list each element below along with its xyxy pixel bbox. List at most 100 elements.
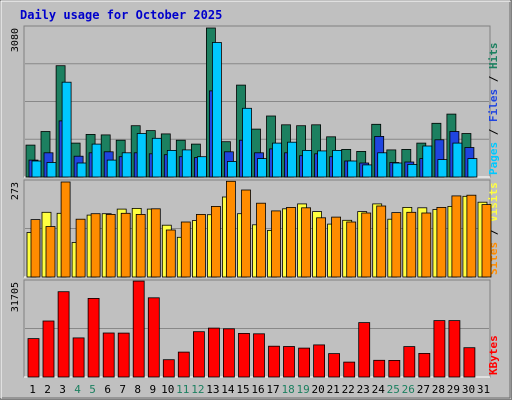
x-tick-label-day-6: 6 <box>104 383 111 396</box>
x-tick-label-day-24: 24 <box>372 383 386 396</box>
x-tick-label-day-18: 18 <box>281 383 294 396</box>
bar-visits-sites-day-6 <box>105 213 116 278</box>
bar-kbytes-kbytes-day-26 <box>403 346 416 378</box>
x-tick-label-day-4: 4 <box>74 383 81 396</box>
legend-part-hits-2: Files <box>487 89 500 122</box>
bar-kbytes-kbytes-day-24 <box>373 359 386 378</box>
bar-visits-sites-day-16 <box>256 202 266 278</box>
bar-visits-sites-day-2 <box>45 226 56 278</box>
bar-kbytes-kbytes-day-29 <box>448 320 461 378</box>
x-tick-label-day-9: 9 <box>149 383 156 396</box>
x-tick-label-day-7: 7 <box>119 383 126 396</box>
bar-hits-pages-day-17 <box>272 142 282 178</box>
x-tick-label-day-21: 21 <box>327 383 340 396</box>
chart-title: Daily usage for October 2025 <box>20 8 222 22</box>
bar-hits-pages-day-28 <box>437 159 448 178</box>
bar-kbytes-kbytes-day-6 <box>102 332 115 378</box>
bar-visits-sites-day-24 <box>376 205 387 278</box>
x-tick-label-day-13: 13 <box>206 383 219 396</box>
bar-kbytes-kbytes-day-12 <box>192 331 205 378</box>
bar-hits-pages-day-24 <box>377 152 388 178</box>
bar-visits-sites-day-5 <box>90 213 101 278</box>
x-tick-label-day-8: 8 <box>134 383 141 396</box>
x-tick-label-day-5: 5 <box>89 383 96 396</box>
bar-hits-pages-day-15 <box>242 107 252 178</box>
bar-kbytes-kbytes-day-27 <box>418 352 431 378</box>
legend-part-hits-0: Pages <box>487 142 500 175</box>
bar-kbytes-kbytes-day-25 <box>388 359 401 378</box>
x-tick-label-day-31: 31 <box>477 383 490 396</box>
bar-kbytes-kbytes-day-13 <box>207 327 220 378</box>
legend-hits: Pages / Files / Hits <box>487 43 500 176</box>
bar-hits-pages-day-22 <box>347 160 358 178</box>
x-tick-label-day-27: 27 <box>417 383 430 396</box>
bar-visits-sites-day-10 <box>165 229 176 278</box>
bar-visits-sites-day-9 <box>150 208 161 278</box>
bar-visits-sites-day-22 <box>346 221 357 278</box>
legend-part-hits-4: Hits <box>487 43 500 70</box>
bar-visits-sites-day-15 <box>241 189 251 278</box>
bar-visits-sites-day-20 <box>316 217 327 278</box>
bar-kbytes-kbytes-day-21 <box>328 353 341 378</box>
legend-kbytes: KBytes <box>487 335 500 375</box>
bar-visits-sites-day-31 <box>481 204 492 278</box>
y-max-label-visits: 273 <box>10 182 21 200</box>
x-tick-label-day-11: 11 <box>176 383 189 396</box>
bar-hits-pages-day-3 <box>61 81 72 178</box>
bar-visits-sites-day-13 <box>210 205 221 278</box>
bar-hits-pages-day-7 <box>121 152 132 178</box>
x-tick-label-day-29: 29 <box>447 383 460 396</box>
bar-visits-sites-day-25 <box>391 212 402 278</box>
x-tick-label-day-15: 15 <box>236 383 249 396</box>
bar-hits-pages-day-26 <box>407 163 418 178</box>
x-tick-label-day-30: 30 <box>462 383 475 396</box>
bar-hits-pages-day-2 <box>46 162 57 178</box>
bar-visits-sites-day-17 <box>271 210 281 278</box>
bar-hits-pages-day-5 <box>91 143 102 178</box>
bar-kbytes-kbytes-day-19 <box>298 347 311 378</box>
x-tick-label-day-19: 19 <box>296 383 309 396</box>
x-tick-label-day-28: 28 <box>432 383 445 396</box>
bar-hits-pages-day-11 <box>181 149 192 178</box>
bar-kbytes-kbytes-day-14 <box>222 328 235 378</box>
x-tick-label-day-17: 17 <box>266 383 279 396</box>
bar-kbytes-kbytes-day-3 <box>57 291 70 378</box>
bar-hits-pages-day-25 <box>392 162 403 178</box>
x-tick-label-day-3: 3 <box>59 383 66 396</box>
bar-kbytes-kbytes-day-1 <box>27 338 40 378</box>
bar-visits-sites-day-1 <box>30 219 41 278</box>
bar-visits-sites-day-7 <box>120 212 131 278</box>
bar-visits-sites-day-12 <box>195 213 206 278</box>
bar-kbytes-kbytes-day-7 <box>117 332 130 378</box>
bar-visits-sites-day-30 <box>466 194 477 278</box>
bar-visits-sites-day-23 <box>361 212 372 278</box>
x-tick-label-day-2: 2 <box>44 383 51 396</box>
bar-hits-pages-day-23 <box>362 164 373 178</box>
x-tick-label-day-14: 14 <box>221 383 235 396</box>
bar-kbytes-kbytes-day-2 <box>42 320 55 378</box>
x-tick-label-day-22: 22 <box>342 383 355 396</box>
bar-hits-pages-day-9 <box>151 137 162 178</box>
bar-hits-pages-day-16 <box>257 158 267 178</box>
bar-kbytes-kbytes-day-28 <box>433 320 446 378</box>
bar-kbytes-kbytes-day-9 <box>147 297 160 378</box>
legend-part-hits-1: / <box>487 122 500 142</box>
bar-visits-sites-day-28 <box>436 206 447 278</box>
bar-visits-sites-day-21 <box>331 216 342 278</box>
bar-kbytes-kbytes-day-8 <box>132 280 145 378</box>
bar-hits-pages-day-27 <box>422 145 433 178</box>
x-tick-label-day-25: 25 <box>387 383 400 396</box>
bar-kbytes-kbytes-day-11 <box>177 351 190 378</box>
x-tick-label-day-26: 26 <box>402 383 415 396</box>
bar-kbytes-kbytes-day-18 <box>283 346 295 378</box>
bar-kbytes-kbytes-day-4 <box>72 337 85 378</box>
bar-visits-sites-day-19 <box>301 207 312 278</box>
bar-hits-pages-day-6 <box>106 159 117 178</box>
x-tick-label-day-20: 20 <box>311 383 324 396</box>
bar-hits-pages-day-18 <box>287 141 297 178</box>
x-tick-label-day-1: 1 <box>29 383 36 396</box>
x-tick-label-day-23: 23 <box>357 383 370 396</box>
bar-visits-sites-day-29 <box>451 195 462 278</box>
